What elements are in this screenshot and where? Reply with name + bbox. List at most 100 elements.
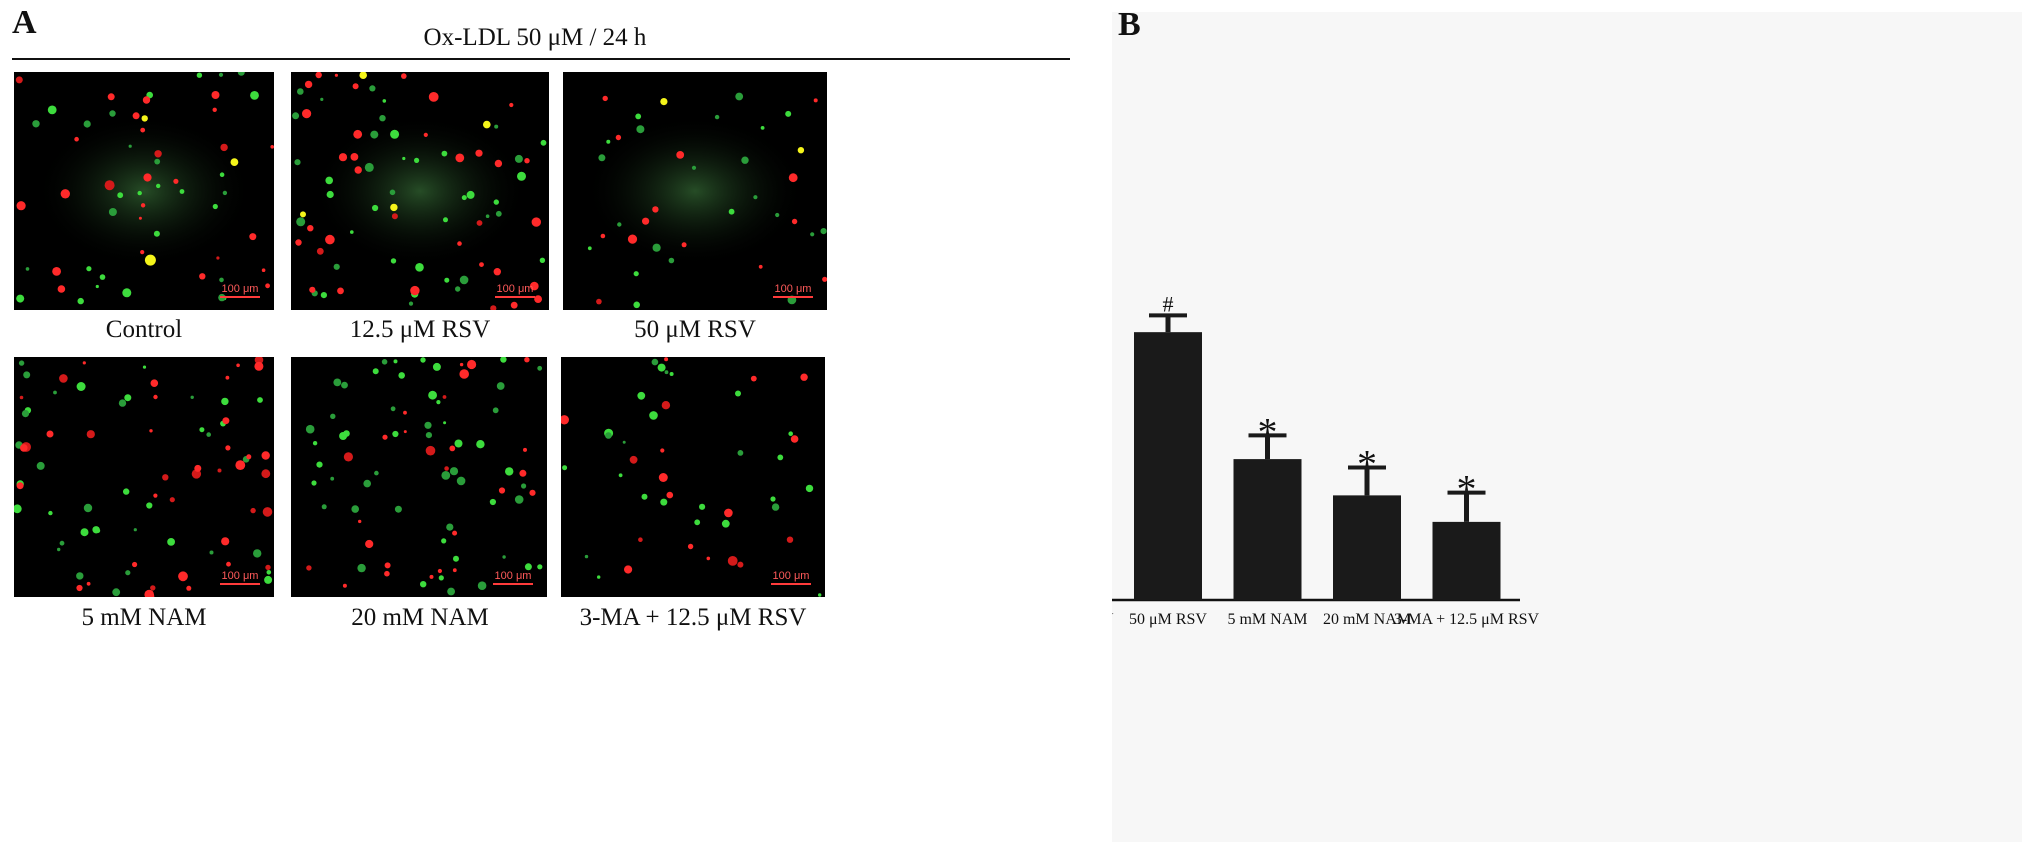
cell-dot — [561, 415, 569, 425]
cell-dot — [420, 581, 427, 588]
cell-dot — [194, 464, 202, 472]
cell-dot — [389, 189, 396, 196]
cell-dot — [330, 476, 335, 481]
cell-dot — [392, 430, 399, 438]
cell-dot — [140, 203, 146, 208]
cell-dot — [118, 399, 127, 407]
cell-dot — [253, 549, 262, 558]
cell-dot — [141, 115, 148, 122]
cell-dot — [236, 363, 240, 368]
cell-dot — [415, 263, 424, 272]
cell-dot — [442, 395, 447, 399]
cell-dot — [446, 523, 454, 531]
cell-dot — [384, 562, 391, 569]
cell-dot — [441, 150, 448, 157]
cell-dot — [18, 360, 25, 366]
scale-bar-line — [493, 583, 533, 585]
cell-dot — [292, 112, 300, 120]
cell-dot — [350, 153, 359, 161]
cell-dot — [225, 445, 231, 451]
cell-dot — [212, 107, 217, 112]
cell-dot — [337, 287, 344, 295]
micrograph-label-control: Control — [105, 316, 183, 343]
cell-dot — [524, 357, 530, 363]
cell-dot — [505, 467, 514, 476]
cell-dot — [466, 190, 475, 199]
cell-dot — [142, 96, 151, 104]
cell-dot — [230, 158, 239, 166]
scale-bar: 100 μm — [220, 570, 260, 585]
cell-dot — [676, 151, 685, 159]
micrograph-image — [14, 72, 274, 310]
cell-dot — [86, 581, 91, 586]
cell-dot — [179, 189, 185, 194]
cell-dot — [246, 454, 252, 460]
cell-dot — [132, 561, 138, 568]
cell-dot — [721, 519, 730, 528]
cell-dot — [320, 292, 327, 299]
cell-dot — [316, 247, 324, 255]
cell-dot — [514, 154, 523, 163]
x-tick-label: 12.5 μM RSV — [1112, 611, 1114, 628]
cell-dot — [539, 257, 546, 263]
cell-dot — [425, 432, 432, 439]
cell-dot — [786, 536, 794, 543]
cell-dot — [325, 234, 335, 245]
cell-dot — [137, 190, 142, 196]
cell-dot — [128, 144, 132, 148]
cell-dot — [813, 98, 818, 103]
cell-dot — [785, 110, 792, 117]
cell-dot — [664, 370, 669, 375]
cell-dot — [99, 274, 106, 280]
cell-dot — [257, 397, 263, 403]
cell-dot — [60, 189, 70, 199]
cell-dot — [517, 171, 526, 181]
cell-dot — [225, 375, 230, 380]
cell-dot — [444, 466, 449, 471]
cell-dot — [449, 467, 459, 476]
scale-bar: 100 μm — [495, 283, 535, 298]
cell-dot — [16, 294, 25, 303]
cell-dot — [394, 505, 402, 513]
cell-dot — [261, 268, 266, 272]
cell-dot — [82, 361, 86, 365]
micrograph-image — [14, 357, 274, 597]
cell-dot — [524, 158, 530, 164]
cell-dot — [691, 165, 697, 170]
scale-bar-line — [771, 583, 811, 585]
cell-dot — [390, 129, 400, 139]
cell-dot — [797, 147, 805, 154]
scale-bar: 100 μm — [771, 570, 811, 585]
cell-dot — [235, 460, 246, 470]
cell-dot — [420, 357, 426, 363]
micrograph-nam-20: 100 μm — [291, 357, 547, 597]
cell-dot — [80, 528, 89, 537]
cell-dot — [261, 451, 270, 460]
cell-dot — [770, 496, 776, 502]
cell-dot — [142, 365, 147, 369]
cell-dot — [146, 502, 153, 509]
cell-dot — [57, 547, 61, 552]
cell-dot — [457, 241, 462, 246]
cell-dot — [456, 476, 466, 486]
cell-dot — [57, 285, 66, 293]
cell-dot — [351, 505, 359, 513]
cell-dot — [425, 445, 436, 456]
cell-dot — [83, 503, 93, 513]
cell-dot — [108, 208, 117, 216]
cell-dot — [76, 584, 83, 592]
cell-dot — [226, 561, 231, 567]
cell-dot — [382, 434, 388, 440]
cell-dot — [687, 543, 694, 550]
cell-dot — [637, 391, 646, 400]
x-tick-label: 3-MA + 12.5 μM RSV — [1394, 611, 1540, 628]
cell-dot — [144, 254, 156, 266]
cell-dot — [777, 454, 784, 461]
cell-dot — [326, 190, 334, 199]
scale-bar: 100 μm — [773, 283, 813, 298]
cell-dot — [222, 190, 228, 196]
cell-dot — [681, 242, 687, 248]
micrograph-image — [291, 72, 549, 310]
cell-dot — [493, 199, 499, 205]
cell-dot — [150, 585, 156, 591]
